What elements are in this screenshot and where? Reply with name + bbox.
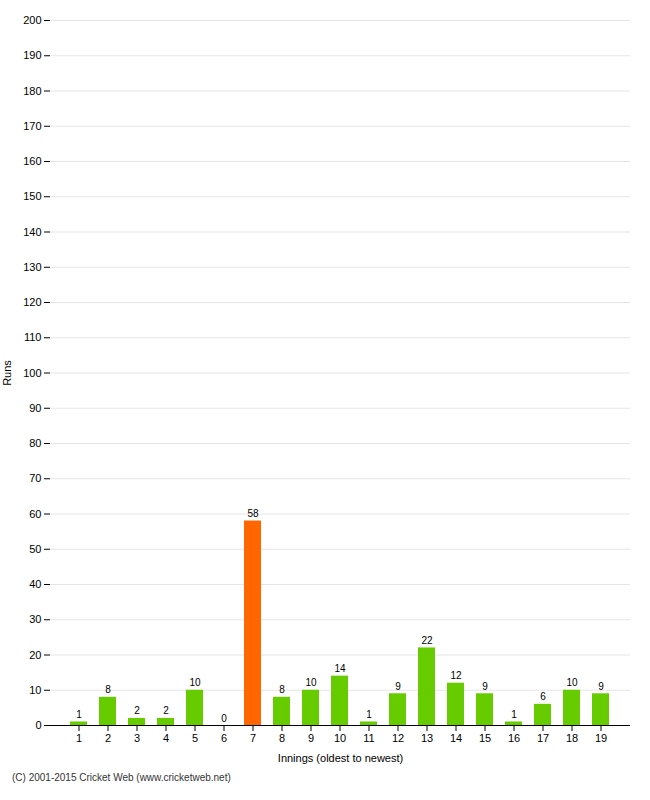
svg-text:12: 12 xyxy=(450,670,462,681)
svg-text:1: 1 xyxy=(76,709,82,720)
svg-text:190: 190 xyxy=(23,49,41,61)
svg-text:4: 4 xyxy=(163,732,169,744)
svg-text:200: 200 xyxy=(23,14,41,26)
svg-text:10: 10 xyxy=(189,677,201,688)
svg-text:16: 16 xyxy=(508,732,520,744)
svg-text:0: 0 xyxy=(35,719,41,731)
svg-text:120: 120 xyxy=(23,296,41,308)
svg-text:13: 13 xyxy=(421,732,433,744)
svg-text:90: 90 xyxy=(29,402,41,414)
svg-text:19: 19 xyxy=(595,732,607,744)
svg-text:10: 10 xyxy=(334,732,346,744)
svg-text:2: 2 xyxy=(105,732,111,744)
svg-text:8: 8 xyxy=(279,732,285,744)
svg-text:1: 1 xyxy=(511,709,517,720)
svg-text:14: 14 xyxy=(334,663,346,674)
svg-text:80: 80 xyxy=(29,437,41,449)
svg-text:Runs: Runs xyxy=(1,360,13,386)
svg-text:40: 40 xyxy=(29,578,41,590)
svg-text:140: 140 xyxy=(23,226,41,238)
svg-text:7: 7 xyxy=(250,732,256,744)
svg-text:10: 10 xyxy=(305,677,317,688)
svg-text:9: 9 xyxy=(395,681,401,692)
svg-text:9: 9 xyxy=(482,681,488,692)
svg-text:3: 3 xyxy=(134,732,140,744)
svg-text:180: 180 xyxy=(23,85,41,97)
svg-text:50: 50 xyxy=(29,543,41,555)
svg-text:6: 6 xyxy=(221,732,227,744)
svg-text:1: 1 xyxy=(76,732,82,744)
svg-text:1: 1 xyxy=(366,709,372,720)
svg-text:11: 11 xyxy=(363,732,374,744)
svg-text:12: 12 xyxy=(392,732,404,744)
svg-text:60: 60 xyxy=(29,508,41,520)
svg-text:20: 20 xyxy=(29,649,41,661)
svg-text:22: 22 xyxy=(421,635,433,646)
svg-text:5: 5 xyxy=(192,732,198,744)
svg-text:58: 58 xyxy=(247,508,259,519)
svg-text:70: 70 xyxy=(29,472,41,484)
svg-text:Innings (oldest to newest): Innings (oldest to newest) xyxy=(278,752,403,764)
svg-text:10: 10 xyxy=(29,684,41,696)
svg-text:30: 30 xyxy=(29,613,41,625)
svg-text:160: 160 xyxy=(23,155,41,167)
svg-text:10: 10 xyxy=(566,677,578,688)
svg-text:9: 9 xyxy=(598,681,604,692)
svg-text:6: 6 xyxy=(540,691,546,702)
svg-text:14: 14 xyxy=(450,732,462,744)
svg-text:17: 17 xyxy=(537,732,549,744)
svg-text:18: 18 xyxy=(566,732,578,744)
svg-text:170: 170 xyxy=(23,120,41,132)
svg-text:100: 100 xyxy=(23,367,41,379)
svg-text:8: 8 xyxy=(105,684,111,695)
svg-text:110: 110 xyxy=(24,331,42,343)
html-text:(C) 2001-2015 Cricket Web (www: (C) 2001-2015 Cricket Web (www.cricketwe… xyxy=(12,772,231,783)
svg-text:2: 2 xyxy=(134,705,140,716)
svg-text:130: 130 xyxy=(23,261,41,273)
svg-text:15: 15 xyxy=(479,732,491,744)
svg-text:9: 9 xyxy=(308,732,314,744)
svg-text:2: 2 xyxy=(163,705,169,716)
svg-text:150: 150 xyxy=(23,190,41,202)
svg-text:8: 8 xyxy=(279,684,285,695)
svg-text:0: 0 xyxy=(221,713,227,724)
